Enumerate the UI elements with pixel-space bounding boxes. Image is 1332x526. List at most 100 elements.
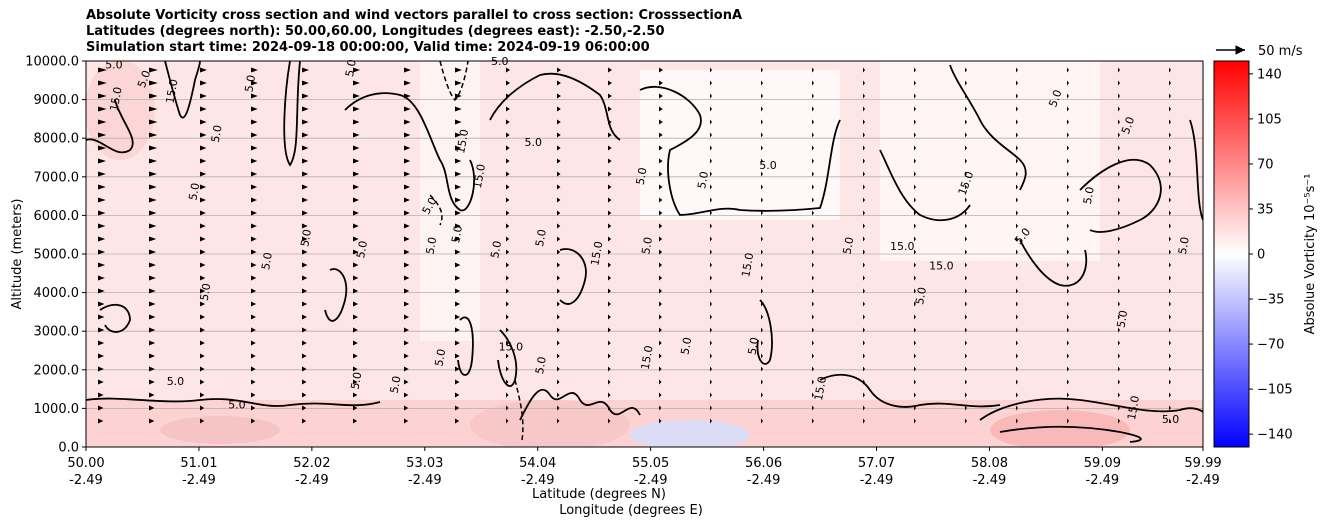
wind-vector	[812, 145, 814, 151]
wind-vector	[761, 288, 763, 294]
wind-vector	[251, 184, 258, 190]
wind-vector	[149, 275, 156, 281]
wind-vector	[353, 80, 360, 86]
wind-vector	[1016, 184, 1018, 190]
wind-vector	[812, 67, 814, 73]
contour-label: 5.0	[259, 251, 275, 270]
wind-vector	[608, 327, 611, 333]
y-tick-label: 5000.0	[34, 248, 80, 263]
colorbar-tick-label: −70	[1257, 338, 1284, 353]
wind-vector	[812, 93, 814, 99]
wind-vector	[1067, 288, 1069, 294]
wind-vector	[608, 236, 612, 242]
wind-vector	[149, 223, 157, 229]
wind-vector	[965, 405, 967, 411]
wind-vector	[1169, 93, 1171, 99]
wind-vector	[557, 171, 561, 177]
wind-vector	[1118, 223, 1120, 229]
wind-vector	[404, 262, 410, 268]
negative-contour-lines	[429, 61, 524, 441]
wind-vector	[1067, 340, 1069, 346]
wind-vector	[659, 80, 663, 86]
wind-vector	[404, 106, 411, 112]
x-tick-label-lat: 57.07	[858, 456, 895, 471]
wind-vector	[1118, 275, 1120, 281]
wind-vector	[1169, 210, 1171, 216]
contour-labels: 5.0 15.0 5.0 15.0 5.0 5.0 5.0 5.0 5.0 15.0 5.0 15.0…	[105, 55, 1192, 426]
contour-label: 5.0	[242, 74, 258, 93]
wind-vector	[1067, 379, 1069, 385]
wind-vector	[863, 327, 865, 333]
wind-vector	[557, 275, 561, 281]
wind-vector	[302, 197, 308, 203]
wind-vector	[761, 327, 763, 333]
wind-vector	[506, 366, 509, 372]
wind-vector	[404, 314, 410, 320]
wind-vector	[404, 340, 409, 346]
wind-vector	[251, 366, 256, 372]
wind-vector	[659, 275, 663, 281]
wind-vector	[1016, 119, 1018, 125]
wind-vector	[506, 327, 509, 333]
wind-vector	[608, 275, 612, 281]
wind-vector	[812, 132, 814, 138]
wind-vector	[863, 119, 865, 125]
wind-vector	[914, 210, 916, 216]
chart-title-line-2: Latitudes (degrees north): 50.00,60.00, …	[86, 24, 665, 39]
wind-vector	[1169, 106, 1171, 112]
wind-vector	[557, 392, 560, 398]
wind-vector	[149, 340, 156, 346]
wind-vector	[965, 184, 967, 190]
wind-vector	[659, 327, 662, 333]
colorbar-tick-label: 70	[1257, 157, 1274, 172]
wind-vector	[506, 379, 509, 385]
wind-vector	[353, 366, 358, 372]
wind-vector	[761, 93, 763, 99]
wind-vector	[812, 275, 814, 281]
wind-vector	[506, 405, 509, 411]
wind-vector	[863, 301, 865, 307]
wind-vector	[1118, 210, 1120, 216]
wind-vector	[761, 197, 763, 203]
wind-vector	[1118, 197, 1120, 203]
wind-vector	[914, 119, 916, 125]
wind-vector	[506, 184, 510, 190]
wind-vector	[251, 301, 257, 307]
contour-label: 5.0	[634, 166, 650, 185]
wind-vector	[353, 132, 360, 138]
wind-vector	[659, 223, 663, 229]
wind-vector	[557, 145, 561, 151]
wind-vector	[914, 392, 916, 398]
wind-vector	[353, 379, 358, 385]
wind-vector	[914, 80, 916, 86]
wind-vector	[965, 132, 967, 138]
wind-vector	[200, 379, 205, 385]
wind-vector	[914, 405, 916, 411]
colorbar-tick-label: 0	[1257, 248, 1265, 263]
wind-vector	[200, 106, 207, 112]
wind-vector	[149, 327, 156, 333]
colorbar-tick-label: −105	[1257, 383, 1293, 398]
wind-vector	[455, 145, 462, 151]
wind-vector	[98, 327, 105, 333]
wind-vector	[608, 392, 611, 398]
contour-label: 5.0	[105, 59, 123, 72]
wind-vector	[455, 119, 462, 125]
wind-vector	[353, 249, 359, 255]
wind-vector	[455, 301, 461, 307]
wind-vector	[506, 80, 510, 86]
wind-vector	[404, 80, 411, 86]
wind-vector	[1118, 236, 1120, 242]
wind-vector	[557, 210, 561, 216]
wind-vector	[353, 158, 360, 164]
wind-vector	[863, 353, 865, 359]
wind-vector	[557, 366, 560, 372]
contour-label: 15.0	[108, 86, 125, 112]
wind-vector	[863, 275, 865, 281]
wind-vector	[710, 171, 712, 177]
wind-vector	[659, 106, 663, 112]
wind-vector	[557, 158, 561, 164]
x-tick-label-lat: 51.01	[180, 456, 217, 471]
wind-vector	[353, 184, 360, 190]
wind-vector	[455, 366, 460, 372]
